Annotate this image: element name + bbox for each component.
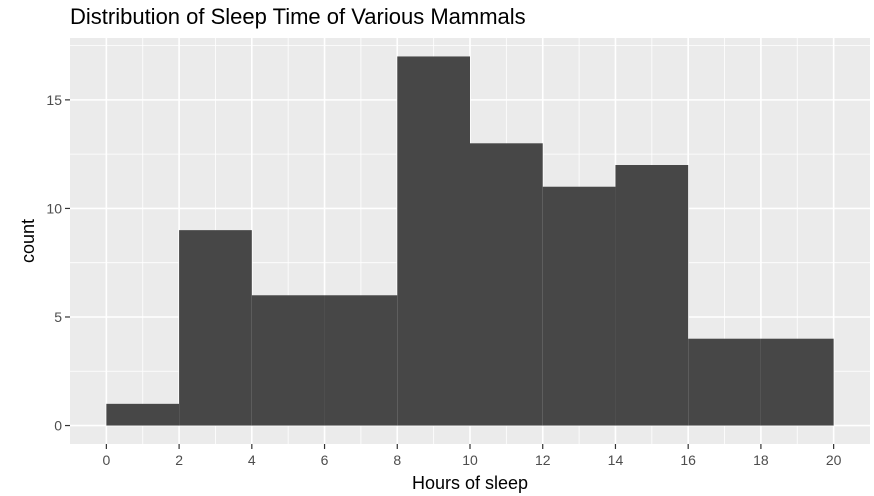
x-tick-label: 10 [462, 452, 478, 468]
histogram-bar [179, 230, 252, 426]
x-tick-label: 14 [608, 452, 624, 468]
x-tick-label: 8 [393, 452, 401, 468]
y-axis: 0 5 10 15 [46, 92, 70, 434]
histogram-bar [615, 165, 689, 426]
y-tick-label: 15 [46, 92, 62, 108]
histogram-bar [470, 143, 543, 426]
histogram-bar [324, 295, 398, 426]
x-axis: 0 2 4 6 8 10 12 14 16 18 20 [102, 444, 842, 468]
chart-title: Distribution of Sleep Time of Various Ma… [70, 4, 526, 29]
y-tick-label: 5 [54, 309, 62, 325]
y-tick-label: 0 [54, 418, 62, 434]
histogram-bar [251, 295, 325, 426]
histogram-bar [397, 56, 470, 426]
histogram-bar [688, 338, 761, 426]
x-tick-label: 0 [102, 452, 110, 468]
y-tick-label: 10 [46, 200, 62, 216]
x-tick-label: 2 [175, 452, 183, 468]
x-tick-label: 12 [535, 452, 551, 468]
x-tick-label: 4 [248, 452, 256, 468]
x-tick-label: 6 [321, 452, 329, 468]
histogram-bars [106, 56, 834, 426]
y-axis-title: count [18, 219, 38, 263]
x-tick-label: 18 [753, 452, 769, 468]
x-axis-title: Hours of sleep [412, 473, 528, 493]
x-tick-label: 16 [680, 452, 696, 468]
histogram-bar [106, 403, 180, 426]
x-tick-label: 20 [826, 452, 842, 468]
histogram-bar [760, 338, 834, 426]
histogram-bar [542, 186, 616, 426]
